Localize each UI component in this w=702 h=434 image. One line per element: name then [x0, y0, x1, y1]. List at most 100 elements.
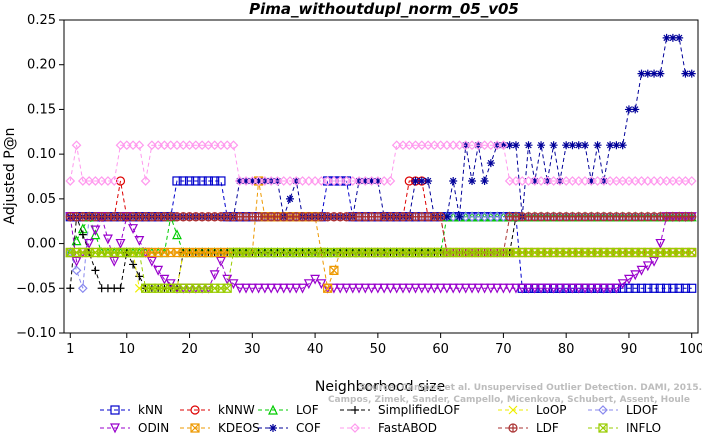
- data-point: [385, 176, 396, 186]
- data-point: [630, 270, 641, 281]
- data-point: [441, 283, 452, 294]
- data-point: [655, 176, 666, 186]
- data-point: [84, 238, 95, 249]
- legend-label: LDF: [536, 421, 559, 434]
- data-point: [322, 176, 333, 186]
- data-point: [668, 176, 678, 186]
- data-point: [291, 283, 302, 294]
- data-point: [442, 140, 452, 151]
- data-point: [655, 283, 665, 293]
- data-point: [680, 176, 691, 186]
- data-point: [310, 176, 320, 186]
- data-point: [241, 176, 251, 186]
- data-point: [366, 283, 377, 294]
- data-point: [78, 230, 87, 239]
- series-line: [70, 180, 692, 291]
- data-point: [524, 141, 533, 150]
- data-point: [90, 229, 101, 240]
- data-point: [642, 176, 653, 186]
- data-point: [624, 176, 634, 186]
- data-point: [291, 176, 302, 186]
- data-point: [686, 176, 697, 186]
- data-point: [509, 424, 517, 432]
- data-point: [347, 283, 358, 294]
- y-tick-label: 0.05: [27, 192, 56, 207]
- data-point: [618, 141, 627, 150]
- data-point: [203, 140, 214, 151]
- data-point: [630, 176, 641, 186]
- legend-label: LDOF: [626, 403, 658, 417]
- legend-label: INFLO: [626, 421, 661, 434]
- data-point: [460, 140, 471, 151]
- data-point: [116, 284, 125, 293]
- data-point: [129, 260, 138, 269]
- data-point: [242, 176, 251, 185]
- data-point: [623, 274, 634, 285]
- legend-item-kdeos: KDEOS: [180, 421, 260, 434]
- data-point: [391, 140, 402, 151]
- data-point: [536, 283, 547, 294]
- series-fastabod: [65, 140, 697, 186]
- data-point: [269, 424, 277, 432]
- data-point: [84, 176, 94, 186]
- data-point: [121, 140, 132, 151]
- data-point: [542, 283, 553, 294]
- series-line: [69, 214, 692, 254]
- data-point: [135, 272, 144, 281]
- data-point: [115, 176, 126, 186]
- data-point: [71, 256, 82, 267]
- data-point: [592, 283, 603, 294]
- data-point: [611, 283, 622, 294]
- data-point: [530, 176, 539, 185]
- data-point: [485, 283, 496, 294]
- data-point: [598, 423, 608, 433]
- data-point: [460, 283, 471, 294]
- data-point: [467, 140, 477, 151]
- data-point: [77, 283, 88, 294]
- series-cof: [66, 33, 696, 221]
- data-point: [468, 176, 477, 185]
- data-point: [341, 176, 352, 186]
- data-point: [548, 283, 559, 294]
- data-point: [411, 176, 420, 185]
- data-point: [573, 176, 584, 186]
- data-point: [91, 266, 100, 275]
- legend-item-ldof: LDOF: [588, 403, 658, 417]
- data-point: [454, 283, 465, 294]
- data-point: [367, 176, 376, 185]
- legend-label: LoOP: [536, 403, 567, 417]
- data-point: [115, 238, 126, 249]
- series-ldf: [65, 212, 697, 258]
- data-point: [203, 176, 213, 186]
- data-point: [498, 140, 509, 151]
- data-point: [674, 283, 684, 293]
- legend-label: kNNW: [218, 403, 255, 417]
- data-point: [687, 283, 697, 293]
- data-point: [172, 229, 182, 240]
- data-point: [323, 283, 333, 293]
- data-point: [649, 176, 659, 186]
- data-point: [486, 159, 495, 168]
- data-point: [681, 69, 690, 78]
- data-point: [350, 423, 360, 433]
- data-point: [404, 140, 415, 151]
- data-point: [115, 140, 126, 151]
- data-point: [109, 256, 120, 267]
- data-point: [397, 283, 408, 294]
- series-layer: [65, 33, 697, 294]
- data-point: [435, 140, 446, 151]
- y-tick-label: 0.00: [27, 237, 56, 252]
- data-point: [479, 211, 490, 222]
- data-point: [366, 176, 377, 186]
- data-point: [165, 140, 176, 151]
- data-point: [649, 256, 660, 267]
- legend-label: FastABOD: [378, 421, 437, 434]
- data-point: [90, 176, 101, 186]
- series-line: [70, 216, 692, 254]
- data-point: [153, 140, 164, 151]
- legend-item-knn: kNN: [100, 403, 163, 417]
- data-point: [587, 176, 596, 185]
- legend: kNN kNNW LOF SimplifiedLOF LoOP LDOF ODIN KDEOS…: [100, 403, 661, 434]
- data-point: [379, 176, 389, 186]
- data-point: [511, 141, 520, 150]
